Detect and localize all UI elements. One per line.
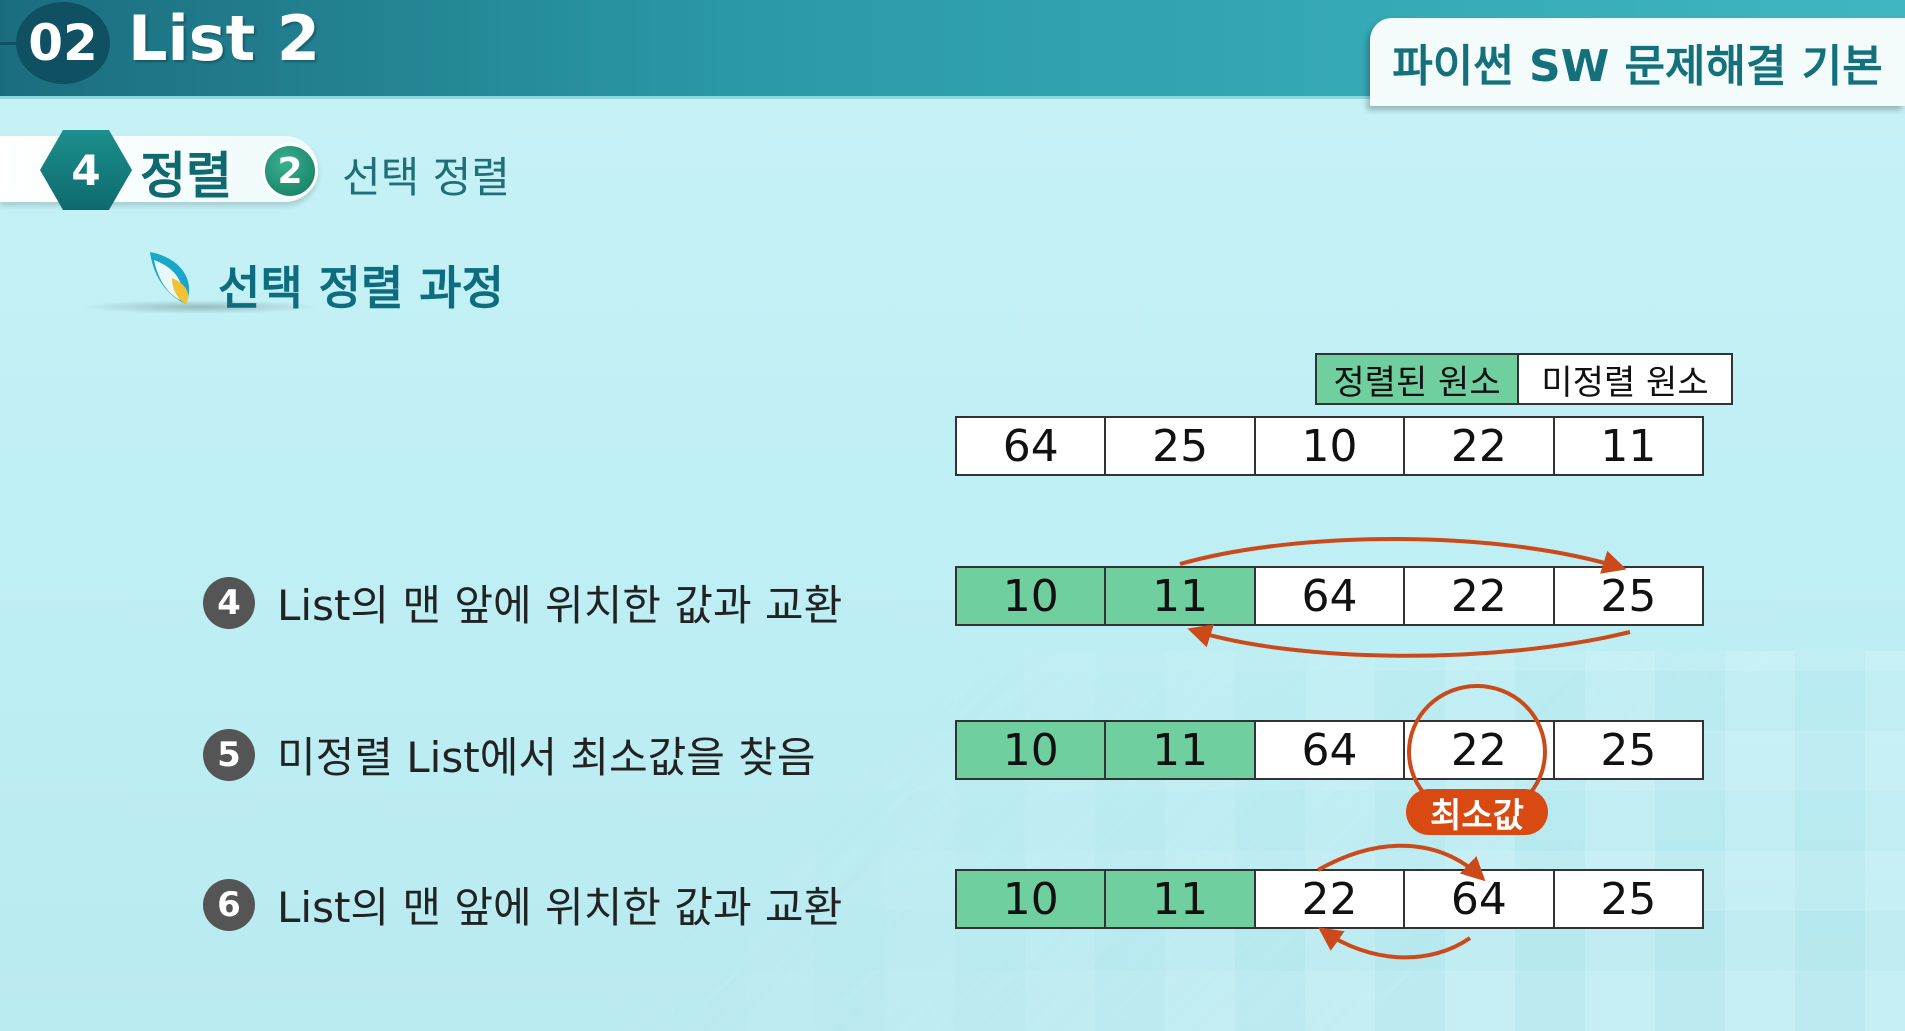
step-number-badge: 4 [203, 576, 255, 629]
course-title: 파이썬 SW 문제해결 기본 [1370, 18, 1905, 106]
array-cell: 11 [1106, 722, 1256, 778]
array-cell: 11 [1106, 871, 1256, 927]
chapter-title: List 2 [128, 2, 321, 75]
array-cell: 25 [1554, 722, 1703, 778]
array-step-6: 10 11 22 64 25 [955, 869, 1704, 929]
background-texture [605, 651, 1905, 1031]
swap-arrow-bottom [1187, 624, 1631, 658]
step-5: 5 미정렬 List에서 최소값을 찾음 [203, 724, 816, 785]
array-cell: 22 [1405, 568, 1555, 624]
array-cell: 22 [1405, 722, 1555, 778]
legend-sorted: 정렬된 원소 [1317, 355, 1519, 403]
legend-unsorted: 미정렬 원소 [1519, 355, 1731, 403]
step-number-badge: 5 [203, 728, 255, 781]
step-text: List의 맨 앞에 위치한 값과 교환 [277, 581, 843, 630]
array-cell: 10 [957, 568, 1107, 624]
array-cell: 22 [1255, 871, 1406, 927]
array-cell: 64 [1255, 722, 1406, 778]
chapter-line [0, 42, 20, 45]
array-cell: 64 [1405, 871, 1555, 927]
array-cell: 10 [1255, 418, 1406, 474]
array-cell: 11 [1106, 568, 1256, 624]
topic-shadow [80, 300, 320, 314]
step-6: 6 List의 맨 앞에 위치한 값과 교환 [203, 874, 842, 935]
step-4: 4 List의 맨 앞에 위치한 값과 교환 [203, 572, 842, 633]
array-step-4: 10 11 64 22 25 [955, 566, 1704, 626]
legend: 정렬된 원소 미정렬 원소 [1315, 353, 1733, 405]
swap-arrow-bottom-2 [1318, 927, 1472, 960]
array-step-5: 10 11 64 22 25 [955, 720, 1704, 780]
array-cell: 10 [957, 722, 1107, 778]
swap-arrow-top [1179, 537, 1627, 574]
leaf-logo-icon [150, 252, 190, 304]
swap-arrow-top-2 [1317, 843, 1486, 882]
array-cell: 25 [1554, 568, 1703, 624]
minimum-badge: 최소값 [1406, 789, 1548, 836]
subsection-number: 2 [262, 143, 318, 199]
step-text: 미정렬 List에서 최소값을 찾음 [277, 733, 816, 782]
array-cell: 22 [1405, 418, 1555, 474]
array-cell: 64 [1255, 568, 1406, 624]
subsection-label: 선택 정렬 [342, 153, 510, 202]
array-cell: 25 [1106, 418, 1256, 474]
step-text: List의 맨 앞에 위치한 값과 교환 [277, 883, 843, 932]
topic-title: 선택 정렬 과정 [218, 261, 504, 315]
array-cell: 25 [1554, 871, 1703, 927]
chapter-number: 02 [16, 2, 110, 84]
step-number-badge: 6 [203, 878, 255, 931]
section-label: 정렬 [140, 147, 232, 205]
array-initial: 64 25 10 22 11 [955, 416, 1704, 476]
array-cell: 11 [1554, 418, 1703, 474]
array-cell: 10 [957, 871, 1107, 927]
array-cell: 64 [957, 418, 1107, 474]
